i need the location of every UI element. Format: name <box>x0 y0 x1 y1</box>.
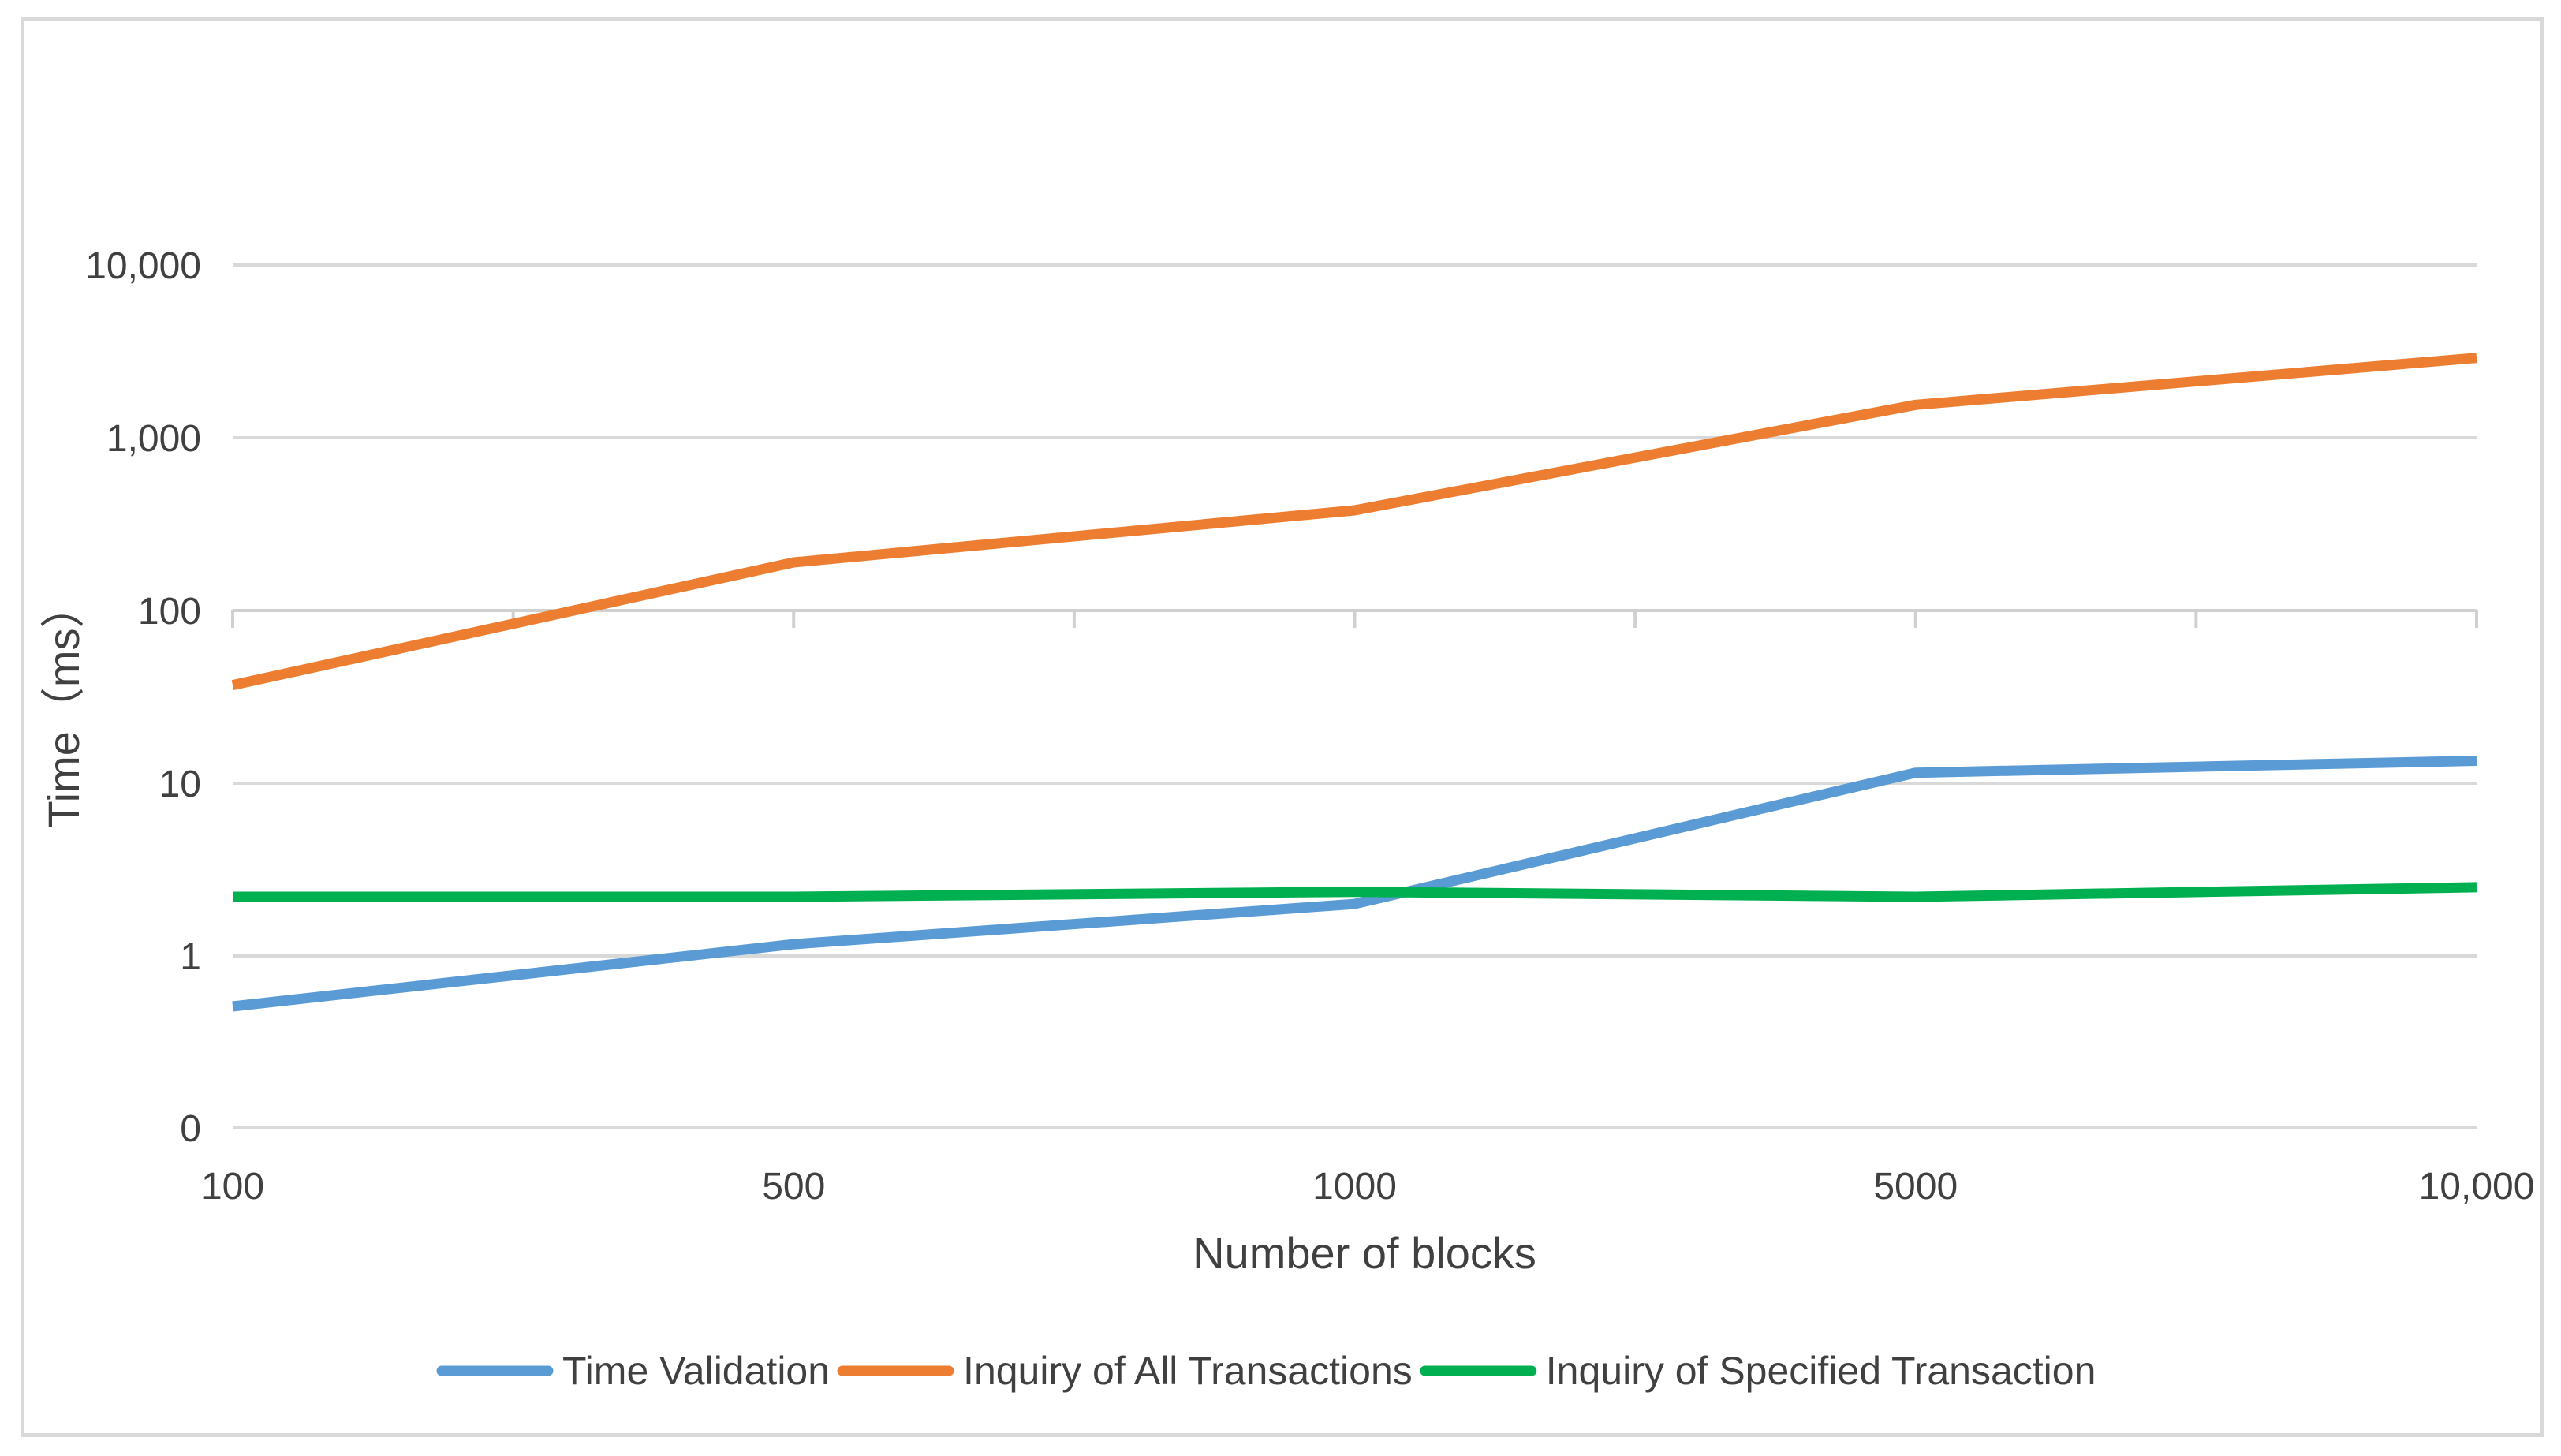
y-tick-label: 10 <box>159 763 201 805</box>
legend-label: Time Validation <box>562 1349 830 1393</box>
legend-label: Inquiry of All Transactions <box>963 1349 1413 1393</box>
data-point <box>1354 891 1356 893</box>
gridlines <box>231 263 2478 1129</box>
data-point <box>232 685 233 686</box>
y-axis-title: Time（ms） <box>39 584 88 827</box>
data-point <box>232 1006 233 1007</box>
y-tick-labels: 0 1 10 100 1,000 10,000 <box>85 245 201 1150</box>
series-lines <box>231 353 2477 1012</box>
data-point <box>2476 887 2477 888</box>
data-point <box>1354 510 1356 511</box>
series-line-0 <box>232 756 2477 1012</box>
data-point <box>2476 760 2477 761</box>
data-point <box>1915 896 1917 898</box>
y-tick-label: 10,000 <box>85 245 201 287</box>
legend: Time Validation Inquiry of All Transactio… <box>436 1349 2096 1393</box>
y-tick-label: 0 <box>180 1108 201 1150</box>
y-tick-label: 1,000 <box>106 418 201 460</box>
series-line-2 <box>233 882 2477 902</box>
y-tick-label: 1 <box>180 936 201 978</box>
x-tick-label: 500 <box>762 1166 825 1208</box>
data-point <box>793 562 794 563</box>
data-point <box>793 896 794 898</box>
x-tick-label: 1000 <box>1312 1166 1397 1208</box>
legend-label: Inquiry of Specified Transaction <box>1546 1349 2096 1393</box>
x-tick-label: 5000 <box>1873 1166 1958 1208</box>
x-axis-title: Number of blocks <box>1193 1228 1536 1278</box>
x-tick-label: 10,000 <box>2419 1166 2535 1208</box>
data-point <box>1915 404 1917 405</box>
series-line-1 <box>231 353 2477 690</box>
data-point <box>1354 903 1356 905</box>
y-tick-label: 100 <box>138 591 201 633</box>
chart-frame <box>21 17 2544 1437</box>
x-tick-label: 100 <box>201 1166 264 1208</box>
data-point <box>1915 772 1917 774</box>
data-point <box>232 896 233 898</box>
x-tick-labels: 100 500 1000 5000 10,000 <box>201 1166 2534 1208</box>
data-point <box>2476 357 2477 359</box>
data-point <box>793 943 794 945</box>
